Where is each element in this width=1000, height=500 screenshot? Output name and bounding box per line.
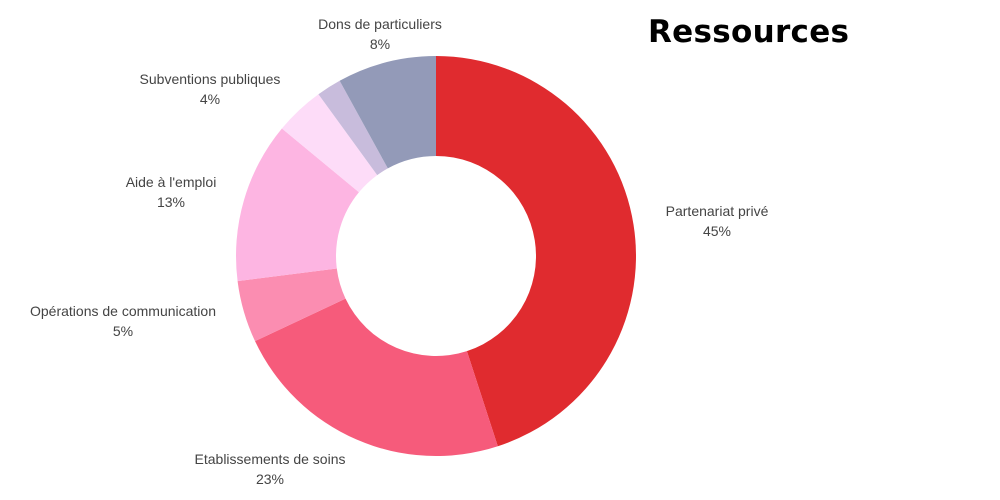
slice-label: Opérations de communication 5%	[30, 301, 216, 341]
slice-label-percent: 23%	[255, 471, 285, 487]
slice-label-percent: 45%	[702, 223, 732, 239]
slice-label-percent: 8%	[369, 36, 391, 52]
donut-slice	[237, 268, 346, 342]
slice-label-percent: 5%	[112, 323, 134, 339]
donut-slice	[281, 94, 378, 193]
slice-label-percent: 13%	[156, 194, 186, 210]
slice-label-name: Etablissements de soins	[194, 451, 346, 467]
chart-title: Ressources	[648, 14, 850, 50]
donut-slice	[339, 56, 436, 169]
slice-label-name: Partenariat privé	[665, 203, 769, 219]
slice-label: Dons de particuliers 8%	[318, 14, 442, 54]
slice-label: Etablissements de soins 23%	[195, 449, 346, 489]
donut-slice	[236, 128, 359, 282]
donut-slice	[318, 80, 388, 176]
donut-slice	[436, 56, 636, 447]
slice-label-name: Aide à l'emploi	[125, 174, 217, 190]
donut-slice	[255, 298, 498, 456]
slice-label: Aide à l'emploi 13%	[126, 172, 217, 212]
slice-label-name: Dons de particuliers	[318, 16, 442, 32]
slice-label-name: Opérations de communication	[30, 303, 216, 319]
slice-label: Subventions publiques 4%	[140, 69, 281, 109]
slice-label-name: Subventions publiques	[139, 71, 281, 87]
slice-label-percent: 4%	[199, 91, 221, 107]
slice-label: Partenariat privé 45%	[666, 201, 769, 241]
